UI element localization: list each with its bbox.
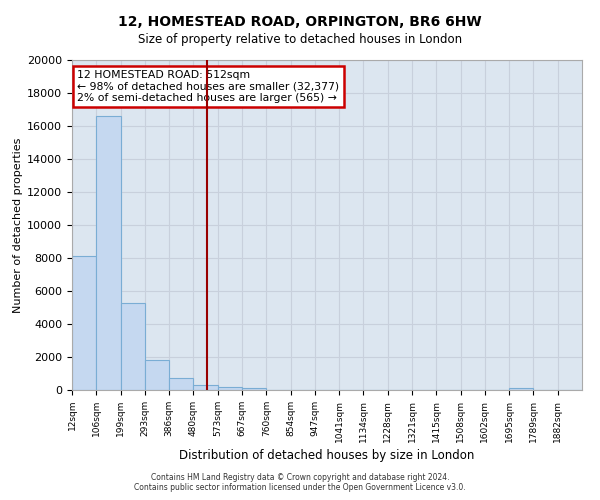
- Bar: [121, 302, 145, 390]
- Bar: [193, 385, 218, 390]
- Text: Contains HM Land Registry data © Crown copyright and database right 2024.
Contai: Contains HM Land Registry data © Crown c…: [134, 473, 466, 492]
- Text: Size of property relative to detached houses in London: Size of property relative to detached ho…: [138, 32, 462, 46]
- X-axis label: Distribution of detached houses by size in London: Distribution of detached houses by size …: [179, 449, 475, 462]
- Bar: [169, 378, 193, 390]
- Bar: [509, 388, 533, 390]
- Y-axis label: Number of detached properties: Number of detached properties: [13, 138, 23, 312]
- Bar: [242, 388, 266, 390]
- Text: 12 HOMESTEAD ROAD: 512sqm
← 98% of detached houses are smaller (32,377)
2% of se: 12 HOMESTEAD ROAD: 512sqm ← 98% of detac…: [77, 70, 339, 103]
- Bar: [72, 256, 96, 390]
- Text: 12, HOMESTEAD ROAD, ORPINGTON, BR6 6HW: 12, HOMESTEAD ROAD, ORPINGTON, BR6 6HW: [118, 15, 482, 29]
- Bar: [218, 386, 242, 390]
- Bar: [145, 360, 169, 390]
- Bar: [96, 116, 121, 390]
